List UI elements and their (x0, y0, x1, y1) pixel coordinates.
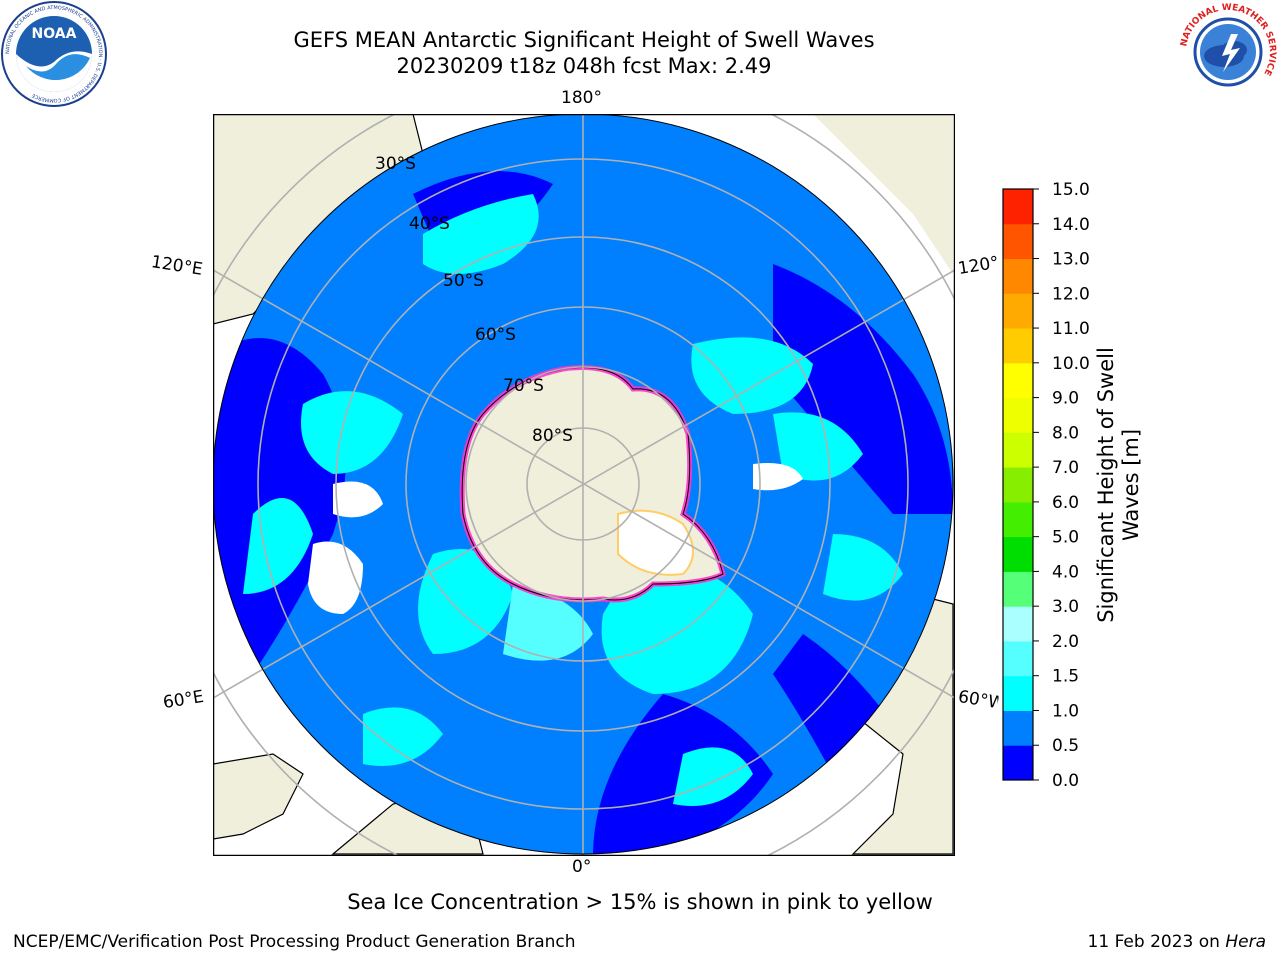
colorbar-step (1003, 328, 1033, 364)
colorbar-tick-label: 7.0 (1052, 458, 1079, 478)
polar-map: 30°S 40°S 50°S 60°S 70°S 80°S (213, 114, 955, 856)
colorbar-tick-label: 5.0 (1052, 528, 1079, 548)
projection-boundary (213, 114, 954, 855)
lat-label-30s: 30°S (375, 154, 416, 174)
colorbar-tick-label: 0.0 (1052, 771, 1079, 791)
colorbar-step (1003, 258, 1033, 294)
colorbar-step (1003, 189, 1033, 225)
lon-label-120e: 120°E (149, 252, 204, 280)
colorbar-tick-label: 6.0 (1052, 493, 1079, 513)
lat-label-70s: 70°S (503, 376, 544, 396)
colorbar-step (1003, 223, 1033, 260)
colorbar-tick-label: 8.0 (1052, 423, 1079, 443)
colorbar-ticks: 15.0 14.0 13.0 12.0 11.0 10.0 9.0 8.0 7.0 6.0 5.0 4… (1033, 180, 1090, 791)
chart-subtitle-line: 20230209 t18z 048h fcst Max: 2.49 (396, 54, 772, 78)
colorbar-steps (1003, 189, 1033, 781)
lon-label-180: 180° (561, 88, 602, 108)
colorbar-step (1003, 675, 1033, 711)
colorbar-tick-label: 11.0 (1052, 319, 1090, 339)
colorbar-tick-label: 2.0 (1052, 632, 1079, 652)
colorbar-label-line2: Waves [m] (1119, 429, 1143, 541)
colorbar-step (1003, 571, 1033, 607)
sea-ice-note: Sea Ice Concentration > 15% is shown in … (347, 890, 933, 914)
colorbar-step (1003, 536, 1033, 572)
colorbar-tick-label: 1.0 (1052, 701, 1079, 721)
footer-credit: NCEP/EMC/Verification Post Processing Pr… (13, 932, 576, 952)
colorbar-step (1003, 710, 1033, 746)
chart-title: GEFS MEAN Antarctic Significant Height o… (293, 28, 875, 52)
footer-host: Hera (1225, 932, 1266, 952)
colorbar-tick-label: 10.0 (1052, 354, 1090, 374)
lat-label-40s: 40°S (409, 214, 450, 234)
colorbar-tick-label: 3.0 (1052, 597, 1079, 617)
colorbar-tick-label: 12.0 (1052, 284, 1090, 304)
graticule (213, 114, 955, 856)
colorbar-step (1003, 501, 1033, 538)
colorbar-tick-label: 4.0 (1052, 562, 1079, 582)
colorbar-tick-label: 13.0 (1052, 250, 1090, 270)
colorbar-step (1003, 362, 1033, 399)
lon-label-60e: 60°E (161, 686, 206, 714)
lon-label-0: 0° (572, 857, 592, 877)
colorbar-tick-label: 1.5 (1052, 667, 1079, 687)
colorbar-step (1003, 745, 1033, 781)
noaa-logo-text: NOAA (32, 26, 77, 42)
colorbar-label-line1: Significant Height of Swell (1094, 347, 1118, 623)
colorbar-step (1003, 640, 1033, 677)
colorbar: 15.0 14.0 13.0 12.0 11.0 10.0 9.0 8.0 7.0 6.0 5.0 4… (1002, 180, 1143, 791)
nws-logo: NATIONAL WEATHER SERVICE (1178, 2, 1278, 102)
colorbar-tick-label: 9.0 (1052, 389, 1079, 409)
colorbar-step (1003, 293, 1033, 329)
colorbar-tick-label: 0.5 (1052, 736, 1079, 756)
footer-date: 11 Feb 2023 on Hera (1088, 932, 1266, 952)
colorbar-step (1003, 467, 1033, 503)
footer-date-text: 11 Feb 2023 on (1087, 932, 1226, 952)
colorbar-step (1003, 397, 1033, 433)
map-frame (213, 114, 955, 856)
colorbar-tick-label: 15.0 (1052, 180, 1090, 200)
colorbar-frame (1002, 188, 1034, 781)
lat-label-50s: 50°S (443, 271, 484, 291)
colorbar-step (1003, 606, 1033, 642)
colorbar-step (1003, 432, 1033, 468)
lat-label-60s: 60°S (475, 325, 516, 345)
colorbar-tick-label: 14.0 (1052, 215, 1090, 235)
lat-label-80s: 80°S (532, 426, 573, 446)
noaa-logo: NOAA NATIONAL OCEANIC AND ATMOSPHERIC AD… (1, 1, 107, 107)
